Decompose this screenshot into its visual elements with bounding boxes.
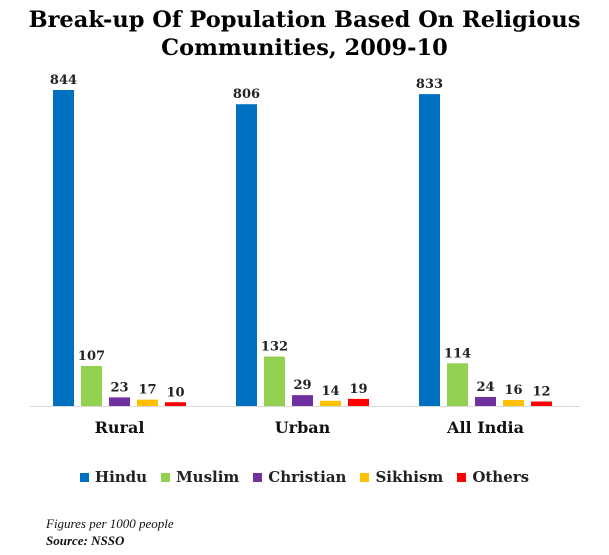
- bar-hindu-urban: [236, 104, 257, 407]
- data-label: 844: [50, 73, 77, 88]
- legend-swatch: [457, 472, 467, 482]
- data-label: 806: [233, 87, 260, 102]
- legend-label: Muslim: [176, 468, 240, 486]
- source-note: Source: NSSO: [46, 533, 125, 548]
- chart-title: Break-up Of Population Based On Religiou…: [0, 6, 609, 62]
- data-label: 29: [293, 378, 311, 393]
- legend-swatch: [360, 472, 370, 482]
- bar-muslim-all-india: [447, 363, 468, 406]
- bar-chart: 844 107 23 17 10 Rural 806 132 29 14 19 Urban 833 114…: [30, 73, 580, 437]
- bar-christian-rural: [109, 397, 130, 406]
- legend-item-hindu: Hindu: [79, 468, 148, 486]
- legend-swatch: [253, 472, 263, 482]
- data-label: 107: [78, 349, 105, 364]
- bar-others-all-india: [531, 401, 552, 406]
- data-label: 833: [416, 77, 443, 92]
- bar-muslim-urban: [264, 356, 285, 406]
- legend-label: Hindu: [94, 468, 148, 486]
- bar-muslim-rural: [81, 365, 102, 406]
- data-label: 17: [138, 383, 156, 398]
- legend-item-others: Others: [457, 468, 529, 486]
- bar-christian-urban: [292, 395, 313, 406]
- chart-legend: Hindu Muslim Christian Sikhism Others: [0, 468, 609, 486]
- data-label: 114: [444, 346, 471, 361]
- data-label: 19: [349, 382, 367, 397]
- legend-swatch: [79, 472, 89, 482]
- bar-others-urban: [348, 398, 369, 406]
- bar-others-rural: [165, 402, 186, 406]
- bar-christian-all-india: [475, 397, 496, 406]
- data-label: 12: [532, 385, 550, 400]
- data-label: 10: [166, 385, 184, 400]
- legend-label: Others: [472, 468, 530, 486]
- bar-sikhism-urban: [320, 400, 341, 406]
- data-label: 132: [261, 340, 288, 355]
- legend-label: Sikhism: [375, 468, 444, 486]
- x-tick-label: Rural: [95, 418, 145, 437]
- title-line-2: Communities, 2009-10: [161, 35, 448, 61]
- title-line-1: Break-up Of Population Based On Religiou…: [28, 7, 581, 33]
- x-tick-label: All India: [446, 418, 524, 437]
- legend-swatch: [161, 472, 171, 482]
- data-label: 23: [110, 380, 128, 395]
- legend-item-sikhism: Sikhism: [360, 468, 443, 486]
- legend-label: Christian: [268, 468, 347, 486]
- data-label: 16: [504, 383, 522, 398]
- bar-sikhism-all-india: [503, 400, 524, 406]
- bar-sikhism-rural: [137, 399, 158, 406]
- legend-item-christian: Christian: [253, 468, 346, 486]
- data-label: 24: [476, 380, 494, 395]
- data-label: 14: [321, 384, 339, 399]
- footnote: Figures per 1000 people: [46, 516, 174, 531]
- legend-item-muslim: Muslim: [161, 468, 239, 486]
- x-tick-label: Urban: [275, 418, 331, 437]
- bar-hindu-all-india: [419, 94, 440, 407]
- bar-hindu-rural: [53, 90, 74, 406]
